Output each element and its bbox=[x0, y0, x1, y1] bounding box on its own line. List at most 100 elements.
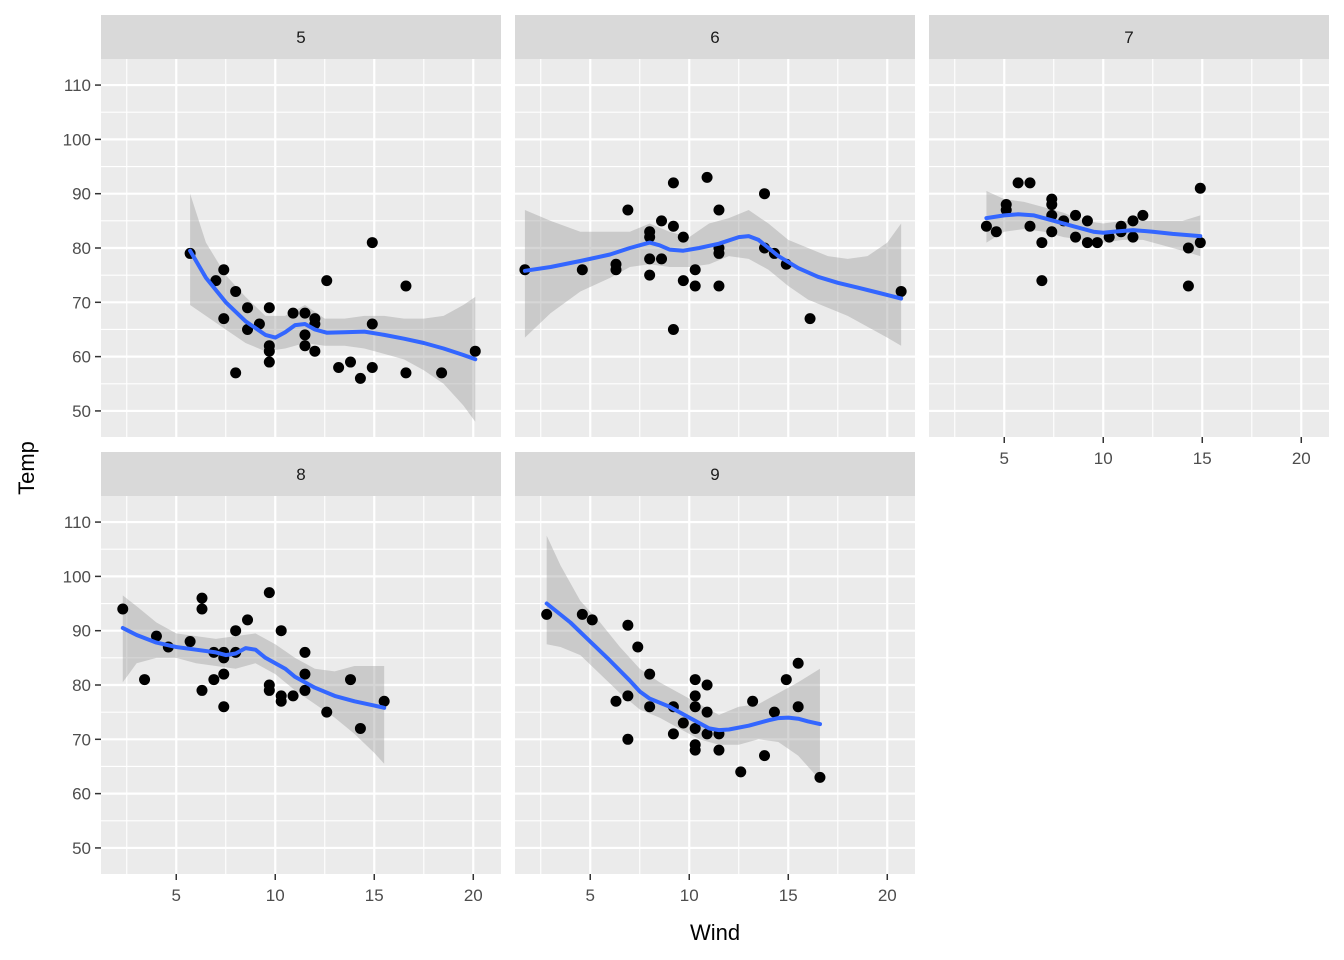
data-point bbox=[139, 674, 151, 686]
data-point bbox=[1012, 177, 1024, 189]
facet-strip-label: 6 bbox=[710, 28, 719, 47]
facet-strip bbox=[515, 15, 915, 59]
data-point bbox=[780, 674, 792, 686]
facet-panel-5: 5 50 60 70 80 90 100 110 bbox=[63, 15, 501, 437]
facet-panels: 5 50 60 70 80 90 100 110 6 7 5 10 15 20 8 50 60 70 80 90 100… bbox=[63, 15, 1329, 905]
data-point bbox=[1194, 237, 1206, 249]
y-tick-label: 50 bbox=[72, 402, 91, 421]
data-point bbox=[701, 171, 713, 183]
data-point bbox=[667, 220, 679, 232]
data-point bbox=[656, 253, 668, 265]
y-tick-label: 80 bbox=[72, 676, 91, 695]
smooth-line bbox=[188, 248, 478, 362]
data-point bbox=[1046, 226, 1058, 238]
y-tick-label: 80 bbox=[72, 239, 91, 258]
data-point bbox=[1182, 242, 1194, 254]
data-point bbox=[1036, 237, 1048, 249]
y-tick-label: 110 bbox=[64, 513, 91, 532]
data-point bbox=[713, 280, 725, 292]
data-point bbox=[792, 657, 804, 669]
y-tick-label: 70 bbox=[72, 730, 91, 749]
data-point bbox=[677, 231, 689, 243]
data-point bbox=[622, 619, 634, 631]
data-point bbox=[436, 367, 448, 379]
facet-strip-label: 5 bbox=[296, 28, 305, 47]
facet-strip bbox=[515, 452, 915, 496]
data-point bbox=[1182, 280, 1194, 292]
data-point bbox=[689, 674, 701, 686]
x-tick-label: 5 bbox=[172, 886, 181, 905]
data-point bbox=[287, 690, 299, 702]
data-point bbox=[689, 690, 701, 702]
data-point bbox=[656, 215, 668, 227]
facet-strip bbox=[101, 15, 501, 59]
data-point bbox=[354, 722, 366, 734]
x-tick-label: 20 bbox=[1292, 449, 1311, 468]
facet-strip-label: 7 bbox=[1124, 28, 1133, 47]
data-point bbox=[242, 614, 254, 626]
data-point bbox=[354, 372, 366, 384]
data-point bbox=[218, 313, 230, 325]
data-point bbox=[632, 641, 644, 653]
x-tick-label: 5 bbox=[1000, 449, 1009, 468]
data-point bbox=[321, 275, 333, 287]
x-tick-label: 20 bbox=[878, 886, 897, 905]
data-point bbox=[218, 264, 230, 276]
data-point bbox=[701, 679, 713, 691]
data-point bbox=[576, 264, 588, 276]
data-point bbox=[610, 695, 622, 707]
data-point bbox=[980, 220, 992, 232]
data-point bbox=[263, 302, 275, 314]
x-axis-title: Wind bbox=[690, 920, 740, 945]
data-point bbox=[677, 717, 689, 729]
data-point bbox=[759, 188, 771, 200]
data-point bbox=[644, 269, 656, 281]
data-point bbox=[345, 674, 357, 686]
data-point bbox=[230, 625, 242, 637]
data-point bbox=[622, 690, 634, 702]
data-point bbox=[208, 674, 220, 686]
data-point bbox=[1127, 215, 1139, 227]
data-point bbox=[747, 695, 759, 707]
data-point bbox=[263, 684, 275, 696]
y-tick-label: 50 bbox=[72, 839, 91, 858]
data-point bbox=[759, 750, 771, 762]
x-tick-label: 5 bbox=[586, 886, 595, 905]
data-point bbox=[667, 728, 679, 740]
data-point bbox=[275, 625, 287, 637]
smooth-line bbox=[120, 626, 387, 710]
data-point bbox=[667, 177, 679, 189]
confidence-band bbox=[524, 209, 902, 346]
facet-strip-label: 9 bbox=[710, 465, 719, 484]
y-tick-label: 90 bbox=[72, 185, 91, 204]
data-point bbox=[299, 668, 311, 680]
data-point bbox=[242, 302, 254, 314]
facet-panel-6: 6 bbox=[515, 15, 915, 437]
y-tick-label: 70 bbox=[72, 293, 91, 312]
data-point bbox=[667, 323, 679, 335]
data-point bbox=[644, 231, 656, 243]
y-axis-title: Temp bbox=[14, 441, 39, 495]
data-point bbox=[287, 307, 299, 319]
facet-panel-9: 9 5 10 15 20 bbox=[515, 452, 915, 905]
data-point bbox=[1046, 199, 1058, 211]
x-tick-label: 10 bbox=[266, 886, 285, 905]
data-point bbox=[400, 367, 412, 379]
y-tick-label: 60 bbox=[72, 348, 91, 367]
data-point bbox=[218, 668, 230, 680]
x-tick-label: 15 bbox=[1193, 449, 1212, 468]
data-point bbox=[196, 592, 208, 604]
facet-panel-8: 8 50 60 70 80 90 100 110 5 10 15 20 bbox=[63, 452, 501, 905]
data-point bbox=[299, 340, 311, 352]
data-point bbox=[263, 356, 275, 368]
y-tick-label: 110 bbox=[64, 76, 91, 95]
data-point bbox=[689, 280, 701, 292]
data-point bbox=[366, 237, 378, 249]
data-point bbox=[1024, 177, 1036, 189]
data-point bbox=[1194, 182, 1206, 194]
facet-strip-label: 8 bbox=[296, 465, 305, 484]
data-point bbox=[1070, 231, 1082, 243]
confidence-band bbox=[546, 535, 820, 781]
facet-strip bbox=[101, 452, 501, 496]
